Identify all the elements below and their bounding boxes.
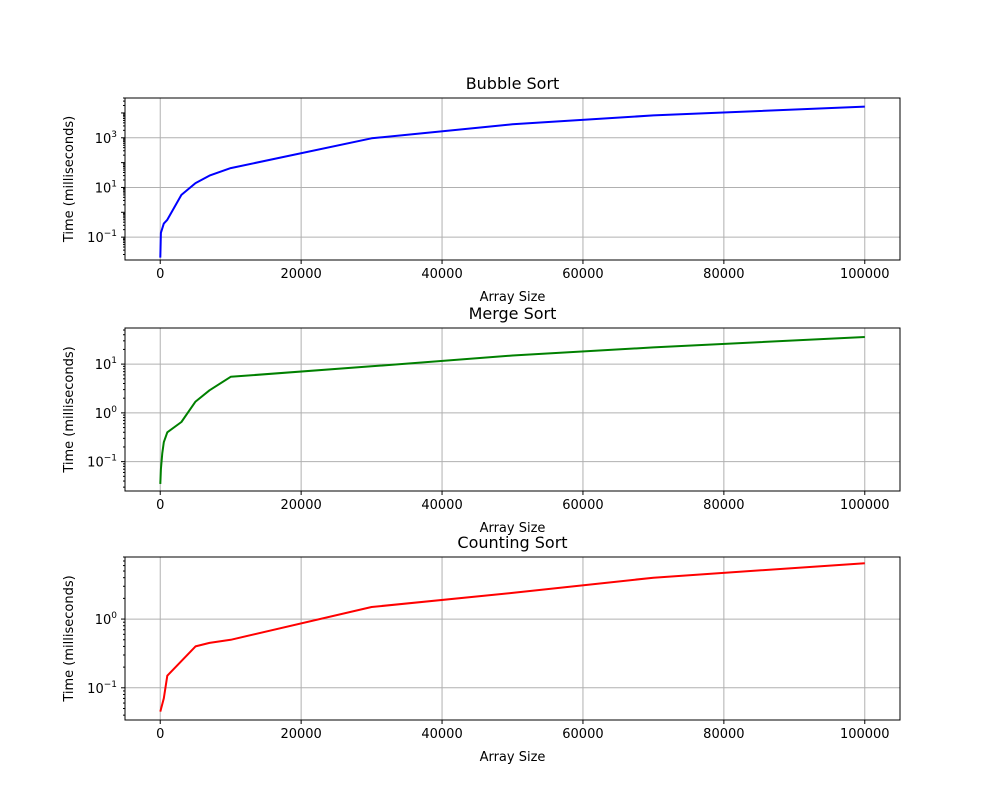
x-tick-label: 100000 — [840, 498, 890, 513]
x-axis-label: Array Size — [480, 750, 546, 765]
x-tick-label: 0 — [156, 727, 164, 742]
axes-frame — [124, 327, 901, 492]
x-tick-label: 60000 — [562, 498, 603, 513]
y-tick-label: 101 — [95, 179, 117, 196]
subplot-title: Bubble Sort — [466, 74, 560, 93]
x-axis-label: Array Size — [480, 290, 546, 305]
x-tick-label: 100000 — [840, 727, 890, 742]
x-tick-label: 20000 — [280, 727, 321, 742]
series-line — [159, 105, 865, 258]
subplot-3: 0 20000 40000 60000 80000 100000 10−1 100 Counti… — [62, 533, 901, 765]
x-axis-label: Array Size — [480, 521, 546, 536]
subplot-title: Counting Sort — [457, 533, 567, 552]
y-tick-label: 101 — [95, 356, 117, 373]
x-tick-label: 20000 — [280, 267, 321, 282]
subplot-1: 0 20000 40000 60000 80000 100000 10−1 101 103 Bub… — [62, 74, 901, 305]
x-tick-label: 80000 — [703, 498, 744, 513]
subplot-title: Merge Sort — [469, 304, 557, 323]
x-tick-label: 80000 — [703, 267, 744, 282]
y-axis-label: Time (milliseconds) — [62, 346, 77, 473]
x-tick-label: 20000 — [280, 498, 321, 513]
y-axis-label: Time (milliseconds) — [62, 575, 77, 702]
subplot-2: 0 20000 40000 60000 80000 100000 10−1 100 101 Mer… — [62, 304, 901, 536]
x-tick-label: 80000 — [703, 727, 744, 742]
y-tick-label: 10−1 — [87, 454, 117, 471]
y-tick-label: 100 — [95, 611, 118, 628]
x-tick-label: 60000 — [562, 727, 603, 742]
x-tick-label: 40000 — [421, 727, 462, 742]
x-tick-label: 40000 — [421, 498, 462, 513]
y-axis-label: Time (milliseconds) — [62, 116, 77, 243]
y-tick-label: 103 — [95, 130, 117, 147]
series-line — [159, 562, 865, 712]
x-tick-label: 60000 — [562, 267, 603, 282]
x-tick-label: 40000 — [421, 267, 462, 282]
y-tick-label: 10−1 — [87, 229, 117, 246]
x-tick-label: 0 — [156, 498, 164, 513]
axes-frame — [124, 556, 901, 721]
series-line — [159, 336, 865, 484]
x-tick-label: 100000 — [840, 267, 890, 282]
y-tick-label: 10−1 — [87, 680, 117, 697]
y-tick-label: 100 — [95, 405, 118, 422]
axes-frame — [124, 97, 901, 261]
x-tick-label: 0 — [156, 267, 164, 282]
